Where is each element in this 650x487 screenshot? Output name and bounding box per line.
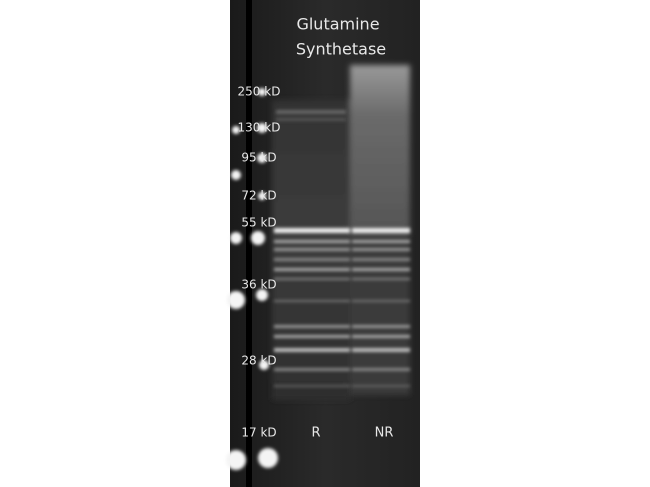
ladder-band <box>227 291 245 309</box>
marker-label: 130 kD <box>238 121 281 135</box>
ladder-band <box>258 88 266 96</box>
ladder-band <box>259 360 269 370</box>
lane-labels: R NR <box>311 426 393 441</box>
ladder-band <box>257 153 267 163</box>
band <box>352 278 410 280</box>
band <box>352 228 410 233</box>
band <box>274 335 350 338</box>
bands <box>274 110 410 387</box>
marker-label: 36 kD <box>241 278 276 292</box>
gel-edge <box>246 0 252 487</box>
band <box>274 258 350 261</box>
ladder-band <box>230 232 242 244</box>
marker-label: 95 kD <box>241 151 276 165</box>
ladder-band <box>258 448 278 468</box>
band <box>274 300 350 302</box>
marker-label: 72 kD <box>241 189 276 203</box>
band <box>274 248 350 251</box>
band <box>276 110 346 114</box>
ladder-band <box>251 231 265 245</box>
marker-labels: 250 kD 130 kD 95 kD 72 kD 55 kD 36 kD 28 kD 17 … <box>238 85 281 440</box>
ladder-band <box>258 192 266 200</box>
marker-label: 55 kD <box>241 216 276 230</box>
ladder-band <box>231 170 241 180</box>
band <box>274 385 350 387</box>
ladder-band <box>226 450 246 470</box>
band <box>274 240 350 243</box>
band <box>352 300 410 302</box>
lane-label: NR <box>375 426 394 441</box>
band <box>274 278 350 280</box>
ladder-band <box>257 123 267 133</box>
lane-label: R <box>311 426 320 441</box>
band <box>352 335 410 338</box>
ladder <box>226 88 278 470</box>
band <box>352 348 410 352</box>
title-line: Synthetase <box>296 40 386 59</box>
band <box>352 368 410 371</box>
band <box>274 325 350 328</box>
band <box>352 240 410 243</box>
band <box>274 268 350 271</box>
band <box>274 228 350 233</box>
marker-label: 17 kD <box>241 426 276 440</box>
ladder-band <box>256 289 268 301</box>
marker-label: 250 kD <box>238 85 281 99</box>
band <box>276 118 346 121</box>
band <box>274 348 350 352</box>
title-line: Glutamine <box>296 15 379 34</box>
band <box>274 368 350 371</box>
band <box>352 385 410 387</box>
band <box>352 268 410 271</box>
ladder-band <box>232 126 240 134</box>
band <box>352 248 410 251</box>
band <box>352 258 410 261</box>
marker-label: 28 kD <box>241 354 276 368</box>
band <box>352 325 410 328</box>
